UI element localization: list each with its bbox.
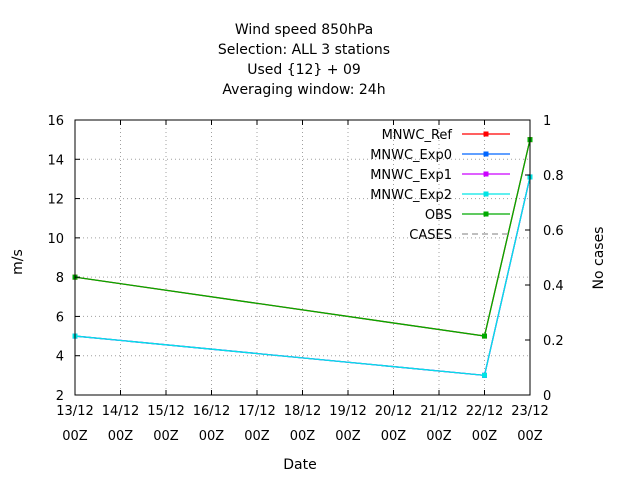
- y-axis-label: m/s: [10, 249, 26, 275]
- x-tick-label-date: 15/12: [147, 404, 184, 419]
- y-tick-label: 4: [56, 350, 64, 365]
- y-tick-label: 12: [47, 193, 64, 208]
- plot-frame: [74, 119, 531, 396]
- y-tick-label: 10: [47, 232, 64, 247]
- data-point-obs: [482, 333, 487, 339]
- x-tick-label-date: 14/12: [102, 404, 139, 419]
- x-tick-label-date: 19/12: [329, 404, 366, 419]
- x-tick-label-time: 00Z: [290, 429, 316, 444]
- x-tick-label-time: 00Z: [381, 429, 407, 444]
- x-tick-label-date: 20/12: [375, 404, 412, 419]
- x-tick-label-time: 00Z: [426, 429, 452, 444]
- x-tick-label-time: 00Z: [108, 429, 134, 444]
- legend-label-mnwc-exp0: MNWC_Exp0: [370, 148, 452, 163]
- legend-label-mnwc-exp1: MNWC_Exp1: [370, 168, 452, 183]
- axis-ticks: 13/12 00Z 14/12 00Z 15/12 00Z 16/12 00Z 17/12 00Z…: [47, 114, 563, 444]
- y-tick-label: 14: [47, 153, 64, 168]
- data-point-mnwc-exp2: [482, 372, 487, 378]
- x-tick-label-time: 00Z: [472, 429, 498, 444]
- y2-axis-label: No cases: [591, 227, 607, 290]
- x-tick-label-date: 23/12: [511, 404, 548, 419]
- legend-label-cases: CASES: [409, 228, 452, 243]
- legend-marker-mnwc-ref: [483, 131, 489, 137]
- x-axis-label: Date: [283, 457, 316, 473]
- y-tick-label: 6: [56, 310, 64, 325]
- y-tick-label: 16: [47, 114, 64, 129]
- title-line-4: Averaging window: 24h: [222, 82, 385, 98]
- legend-label-mnwc-exp2: MNWC_Exp2: [370, 188, 452, 203]
- title-line-2: Selection: ALL 3 stations: [218, 42, 390, 58]
- x-tick-label-time: 00Z: [199, 429, 225, 444]
- x-tick-label-time: 00Z: [335, 429, 361, 444]
- x-tick-label-date: 16/12: [193, 404, 230, 419]
- legend-label-obs: OBS: [425, 208, 452, 223]
- x-tick-label-date: 22/12: [466, 404, 503, 419]
- title-line-3: Used {12} + 09: [247, 62, 361, 78]
- chart-title: Wind speed 850hPa Selection: ALL 3 stati…: [218, 22, 390, 98]
- y2-tick-label: 1: [543, 114, 551, 129]
- x-tick-label-time: 00Z: [517, 429, 543, 444]
- legend-marker-mnwc-exp2: [483, 191, 489, 197]
- y-tick-label: 2: [56, 389, 64, 404]
- legend: MNWC_Ref MNWC_Exp0 MNWC_Exp1 MNWC_Exp2 OBS CA…: [370, 128, 510, 243]
- y2-tick-label: 0.4: [543, 279, 564, 294]
- legend-marker-obs: [483, 211, 489, 217]
- x-tick-label-date: 17/12: [238, 404, 275, 419]
- legend-label-mnwc-ref: MNWC_Ref: [382, 128, 453, 143]
- x-tick-label-date: 18/12: [284, 404, 321, 419]
- y2-tick-label: 0.2: [543, 334, 564, 349]
- y2-tick-label: 0: [543, 389, 551, 404]
- grid: [75, 120, 530, 395]
- legend-marker-mnwc-exp0: [483, 151, 489, 157]
- y2-tick-label: 0.6: [543, 224, 564, 239]
- legend-marker-mnwc-exp1: [483, 171, 489, 177]
- y2-tick-label: 0.8: [543, 169, 564, 184]
- x-tick-label-time: 00Z: [153, 429, 179, 444]
- x-tick-label-date: 21/12: [420, 404, 457, 419]
- x-tick-label-time: 00Z: [244, 429, 270, 444]
- x-tick-label-time: 00Z: [62, 429, 88, 444]
- y-tick-label: 8: [56, 271, 64, 286]
- title-line-1: Wind speed 850hPa: [235, 22, 373, 38]
- series-layer: [72, 137, 533, 378]
- x-tick-label-date: 13/12: [56, 404, 93, 419]
